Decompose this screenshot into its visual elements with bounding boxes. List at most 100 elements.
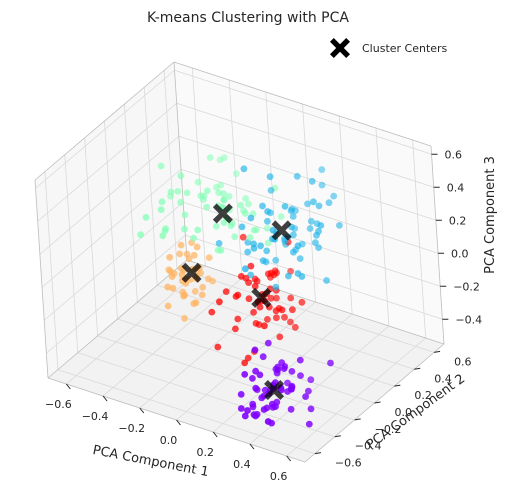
data-point-cluster-4 bbox=[276, 333, 284, 341]
cluster-center-marker-0 bbox=[264, 380, 285, 401]
data-point-cluster-2 bbox=[220, 196, 228, 204]
data-point-cluster-4 bbox=[252, 320, 260, 327]
data-point-cluster-3 bbox=[164, 283, 172, 291]
pane-edge bbox=[173, 61, 432, 147]
y-tick-mark bbox=[334, 435, 341, 438]
data-point-cluster-3 bbox=[176, 250, 184, 258]
x-tick-mark bbox=[65, 383, 71, 390]
data-point-cluster-2 bbox=[277, 213, 285, 221]
x-tick-mark bbox=[176, 419, 181, 426]
data-point-cluster-3 bbox=[181, 315, 188, 322]
data-point-cluster-2 bbox=[206, 154, 214, 162]
data-point-cluster-4 bbox=[214, 343, 222, 351]
data-point-cluster-0 bbox=[297, 372, 304, 379]
data-point-cluster-1 bbox=[242, 265, 249, 273]
data-points bbox=[137, 154, 343, 428]
data-point-cluster-1 bbox=[298, 273, 306, 280]
data-point-cluster-0 bbox=[241, 371, 249, 378]
data-point-cluster-2 bbox=[216, 156, 224, 164]
z-axis-label: PCA Component 3 bbox=[483, 156, 498, 274]
grid-line-z-left bbox=[43, 201, 184, 321]
data-point-cluster-4 bbox=[251, 275, 259, 283]
y-tick-label: 0.2 bbox=[414, 389, 432, 402]
grid-line-z-back bbox=[178, 135, 436, 221]
data-point-cluster-3 bbox=[191, 288, 199, 295]
x-tick-label: 0.0 bbox=[160, 434, 178, 447]
grid-line-z-back bbox=[174, 69, 432, 155]
data-point-cluster-0 bbox=[302, 393, 309, 400]
data-point-cluster-4 bbox=[239, 233, 247, 241]
data-point-cluster-2 bbox=[231, 233, 239, 241]
data-point-cluster-3 bbox=[169, 284, 177, 292]
y-tick-label: −0.2 bbox=[375, 423, 402, 436]
data-point-cluster-4 bbox=[261, 322, 268, 330]
data-point-cluster-0 bbox=[259, 353, 267, 361]
data-point-cluster-2 bbox=[157, 162, 165, 170]
z-tick-label: −0.4 bbox=[455, 313, 482, 326]
x-tick-mark bbox=[102, 395, 108, 402]
data-point-cluster-2 bbox=[174, 188, 182, 195]
data-point-cluster-1 bbox=[317, 222, 325, 229]
z-tick-label: 0.4 bbox=[447, 181, 465, 194]
data-point-cluster-1 bbox=[215, 240, 223, 247]
data-point-cluster-1 bbox=[293, 172, 301, 180]
data-point-cluster-2 bbox=[157, 206, 165, 214]
data-point-cluster-1 bbox=[304, 200, 311, 208]
data-point-cluster-1 bbox=[315, 244, 322, 252]
data-point-cluster-1 bbox=[259, 257, 267, 265]
data-point-cluster-1 bbox=[296, 255, 304, 262]
data-point-cluster-1 bbox=[306, 225, 314, 232]
data-point-cluster-1 bbox=[290, 231, 297, 239]
data-point-cluster-0 bbox=[260, 406, 268, 413]
data-point-cluster-1 bbox=[250, 244, 258, 252]
grid-line-y-floor bbox=[57, 369, 316, 454]
data-point-cluster-3 bbox=[205, 275, 212, 283]
data-point-cluster-2 bbox=[263, 224, 271, 232]
data-point-cluster-0 bbox=[288, 368, 296, 375]
data-point-cluster-1 bbox=[266, 173, 274, 181]
data-point-cluster-3 bbox=[205, 254, 213, 261]
data-point-cluster-2 bbox=[177, 172, 185, 180]
data-point-cluster-3 bbox=[178, 271, 186, 279]
data-point-cluster-1 bbox=[247, 271, 255, 279]
data-point-cluster-1 bbox=[259, 202, 266, 210]
grid-line-z-back bbox=[180, 168, 439, 254]
data-point-cluster-3 bbox=[192, 299, 200, 307]
data-point-cluster-4 bbox=[267, 269, 275, 277]
y-tick-mark bbox=[374, 401, 381, 404]
grid-line-x-back bbox=[338, 115, 353, 315]
grid-line-x-back bbox=[191, 67, 206, 267]
x-tick-mark bbox=[139, 407, 145, 414]
grid-line-y-left bbox=[123, 104, 138, 303]
data-point-cluster-2 bbox=[167, 188, 175, 196]
data-point-cluster-1 bbox=[289, 213, 297, 220]
y-tick-label: −0.6 bbox=[335, 457, 362, 470]
data-point-cluster-0 bbox=[244, 407, 251, 414]
data-point-cluster-2 bbox=[213, 222, 220, 230]
grid-line-x-back bbox=[228, 79, 243, 279]
data-point-cluster-1 bbox=[267, 187, 275, 194]
data-point-cluster-2 bbox=[252, 226, 260, 234]
cluster-center-marker-4 bbox=[251, 287, 272, 308]
grid-line-y-left bbox=[163, 70, 178, 269]
axis-panes bbox=[35, 62, 444, 462]
data-point-cluster-1 bbox=[323, 277, 330, 284]
x-tick-label: −0.4 bbox=[82, 410, 109, 423]
data-point-cluster-2 bbox=[220, 190, 227, 198]
data-point-cluster-2 bbox=[213, 183, 220, 191]
data-point-cluster-0 bbox=[305, 420, 313, 428]
legend: Cluster Centers bbox=[330, 38, 448, 58]
data-point-cluster-1 bbox=[264, 217, 271, 225]
data-point-cluster-1 bbox=[272, 283, 280, 291]
data-point-cluster-3 bbox=[190, 251, 198, 259]
data-point-cluster-3 bbox=[166, 253, 174, 261]
data-point-cluster-4 bbox=[241, 359, 249, 367]
data-point-cluster-2 bbox=[142, 214, 150, 221]
data-point-cluster-2 bbox=[232, 170, 240, 178]
data-point-cluster-4 bbox=[289, 306, 296, 314]
x-tick-label: −0.2 bbox=[118, 422, 145, 435]
data-point-cluster-1 bbox=[244, 248, 252, 256]
data-point-cluster-4 bbox=[250, 308, 257, 316]
data-point-cluster-2 bbox=[181, 225, 188, 233]
data-point-cluster-0 bbox=[274, 363, 282, 371]
